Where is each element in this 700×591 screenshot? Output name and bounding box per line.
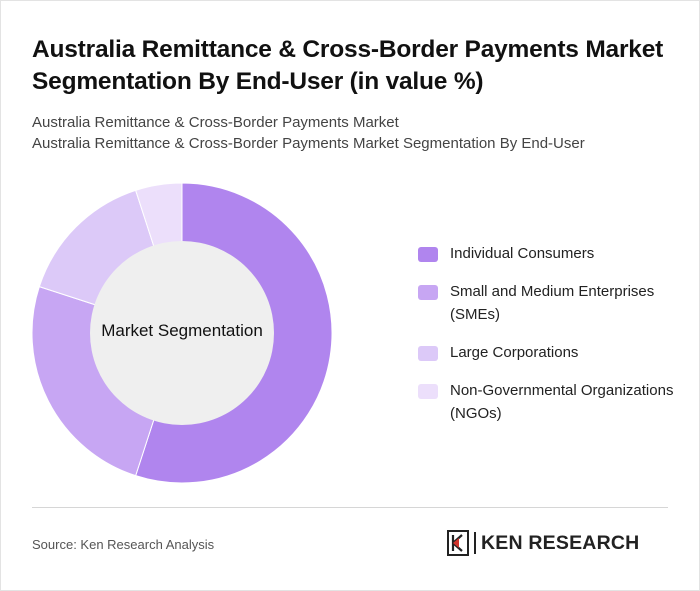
legend-label: Large Corporations — [450, 344, 579, 361]
legend-swatch — [418, 247, 438, 262]
donut-chart — [31, 182, 333, 484]
legend-label: Non-Governmental Organizations (NGOs) — [450, 382, 674, 422]
ken-research-logo-icon — [447, 530, 469, 556]
legend-swatch — [418, 384, 438, 399]
donut-hole — [90, 241, 274, 425]
footer-divider — [32, 507, 668, 508]
chart-title: Australia Remittance & Cross-Border Paym… — [32, 36, 664, 95]
source-note: Source: Ken Research Analysis — [32, 537, 215, 552]
legend-swatch — [418, 346, 438, 361]
chart-subtitle-1: Australia Remittance & Cross-Border Paym… — [32, 114, 399, 131]
legend-label: Small and Medium Enterprises (SMEs) — [450, 283, 655, 323]
legend-label: Individual Consumers — [450, 245, 595, 262]
chart-subtitle-2: Australia Remittance & Cross-Border Paym… — [32, 135, 585, 152]
logo-text: KEN RESEARCH — [481, 532, 640, 554]
ken-research-logo: KEN RESEARCH — [447, 530, 671, 558]
donut-center-label: Market Segmentation — [101, 321, 263, 340]
legend-swatch — [418, 285, 438, 300]
logo-divider — [474, 532, 476, 554]
